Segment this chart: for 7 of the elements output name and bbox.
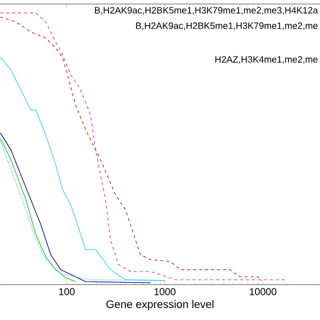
x-tick-label: 10000	[250, 288, 276, 296]
x-tick-label: 1000	[154, 288, 176, 296]
annotation: B,H2AK9ac,H2BK5me1,H3K79me1,me2,me3,H4K12a	[95, 7, 318, 15]
annotation: B,H2AK9ac,H2BK5me1,H3K79me1,me2,me	[136, 22, 318, 30]
x-tick-label: 100	[59, 288, 75, 296]
annotation: H2AZ,H3K4me1,me2,me	[215, 56, 318, 64]
x-axis-title: Gene expression level	[106, 300, 214, 310]
